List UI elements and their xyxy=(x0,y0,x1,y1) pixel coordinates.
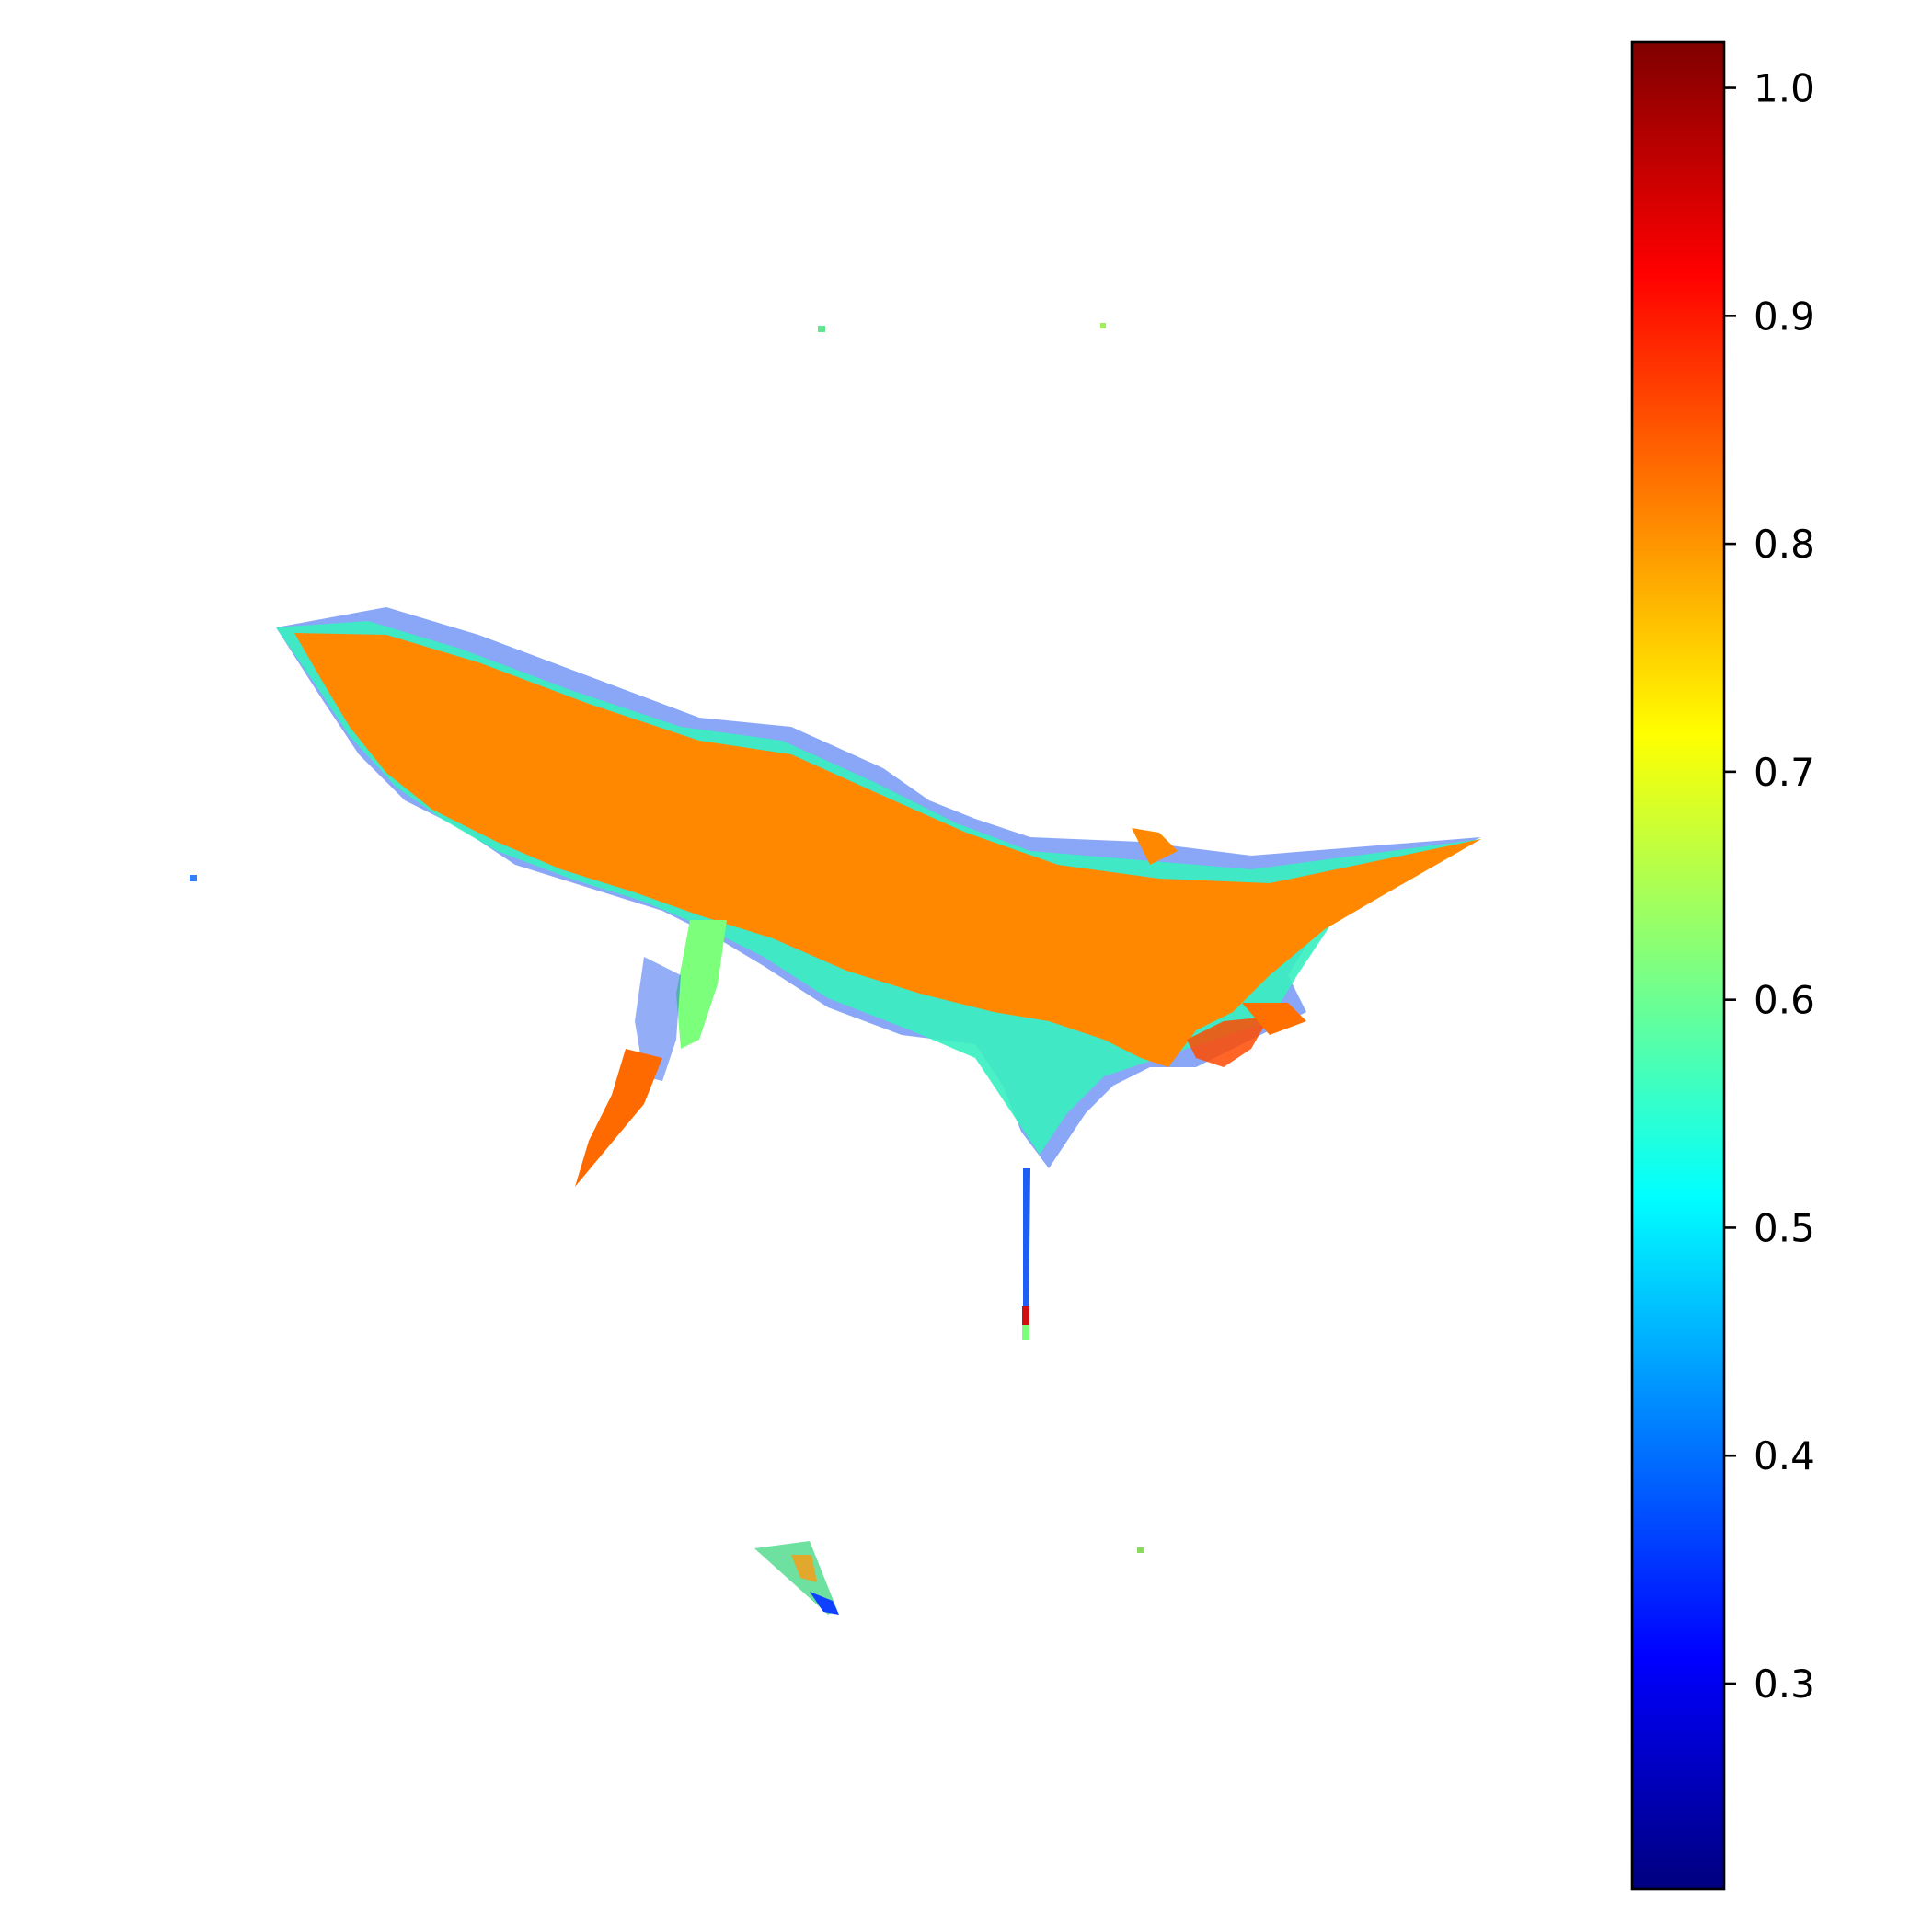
bottom-stem xyxy=(1023,1168,1030,1334)
left-leg-blue-fringe xyxy=(635,957,681,1081)
colorbar-tick-label: 0.9 xyxy=(1754,293,1815,339)
colorbar-tick-label: 0.7 xyxy=(1754,750,1815,795)
colorbar-ticks: 0.3 0.4 0.5 0.6 0.7 0.8 0.9 1.0 xyxy=(1724,66,1815,1707)
left-leg-green xyxy=(676,920,727,1049)
bottom-stem-tip-green xyxy=(1022,1325,1029,1340)
colorbar-frame xyxy=(1630,40,1726,1891)
right-lobe xyxy=(1132,828,1178,865)
scatter-plot-area xyxy=(190,323,1481,1615)
left-leg-orange xyxy=(575,1049,662,1187)
right-lobe-red xyxy=(1187,1017,1270,1067)
colorbar-tick-label: 0.4 xyxy=(1754,1433,1815,1478)
colorbar-tick-label: 0.3 xyxy=(1754,1662,1815,1707)
colorbar: 0.3 0.4 0.5 0.6 0.7 0.8 0.9 1.0 xyxy=(1630,40,1815,1891)
colorbar-gradient xyxy=(1632,42,1724,1889)
main-body-orange-core xyxy=(294,633,1481,1067)
colorbar-tick-label: 0.5 xyxy=(1754,1205,1815,1250)
isolated-point xyxy=(1137,1547,1144,1553)
colorbar-tick-label: 1.0 xyxy=(1754,66,1815,111)
isolated-point xyxy=(190,875,197,881)
isolated-point xyxy=(818,326,825,332)
right-lobe-orange xyxy=(1242,1003,1306,1035)
colorbar-tick-label: 0.6 xyxy=(1754,978,1815,1023)
triangle-cluster-blue xyxy=(810,1592,839,1615)
triangle-cluster-orange xyxy=(791,1555,817,1582)
isolated-point xyxy=(1100,323,1106,328)
bottom-stem-tip-red xyxy=(1022,1306,1029,1325)
colorbar-tick-label: 0.8 xyxy=(1754,522,1815,567)
